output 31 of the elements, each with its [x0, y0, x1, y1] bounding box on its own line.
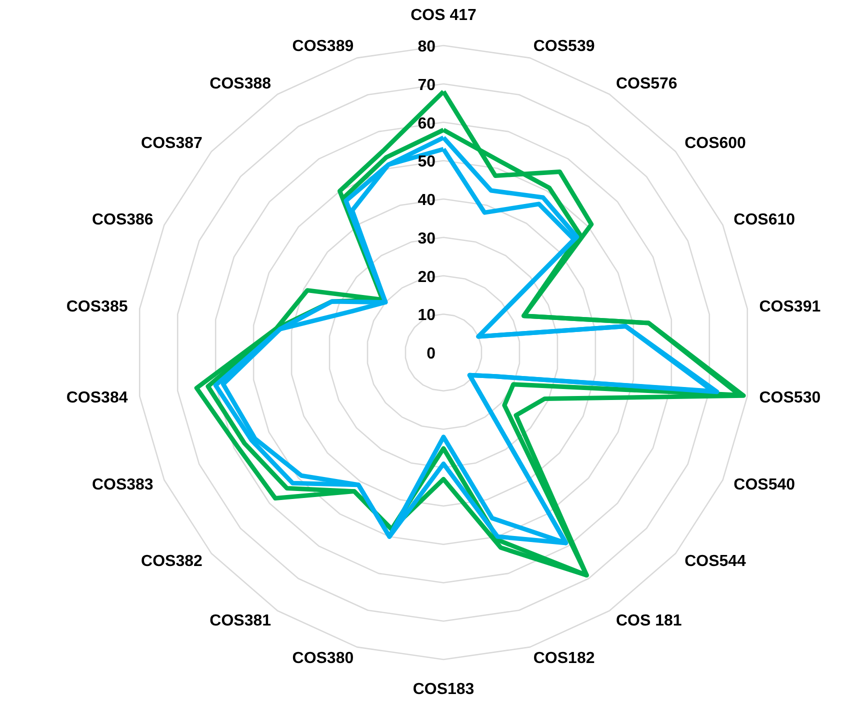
y-tick-label: 70	[418, 76, 436, 94]
spoke-label: COS386	[92, 211, 154, 228]
spoke-label: COS391	[759, 298, 821, 316]
spoke-label: COS183	[412, 681, 474, 698]
spoke-label: COS610	[734, 211, 796, 228]
y-tick-label: 10	[418, 307, 436, 324]
spoke-label: COS385	[66, 298, 128, 316]
spoke-label: COS383	[92, 476, 154, 494]
spoke-label: COS384	[66, 389, 128, 406]
y-tick-label: 80	[418, 38, 436, 56]
spoke-label: COS576	[616, 76, 678, 93]
spoke-label: COS530	[759, 389, 821, 406]
spoke-label: COS387	[141, 135, 203, 152]
spoke-label: COS 181	[616, 612, 682, 630]
spoke-label: COS540	[734, 476, 796, 494]
spoke-label: COS380	[292, 650, 354, 668]
spoke-label: COS 417	[410, 7, 477, 24]
spoke-label: COS389	[292, 38, 354, 55]
y-tick-label: 20	[418, 268, 436, 286]
spoke-label: COS388	[210, 76, 272, 93]
spoke-label: COS544	[684, 552, 746, 570]
y-tick-label: 40	[418, 192, 436, 209]
y-tick-label: 60	[418, 115, 436, 132]
y-tick-label: 50	[418, 154, 436, 171]
spoke-label: COS381	[210, 612, 272, 630]
y-tick-label: 30	[418, 230, 436, 248]
spoke-label: COS182	[533, 650, 595, 668]
spoke-label: COS382	[141, 552, 203, 570]
spoke-label: COS539	[533, 38, 595, 55]
y-tick-label: 0	[426, 346, 436, 362]
spoke-label: COS600	[684, 135, 746, 152]
